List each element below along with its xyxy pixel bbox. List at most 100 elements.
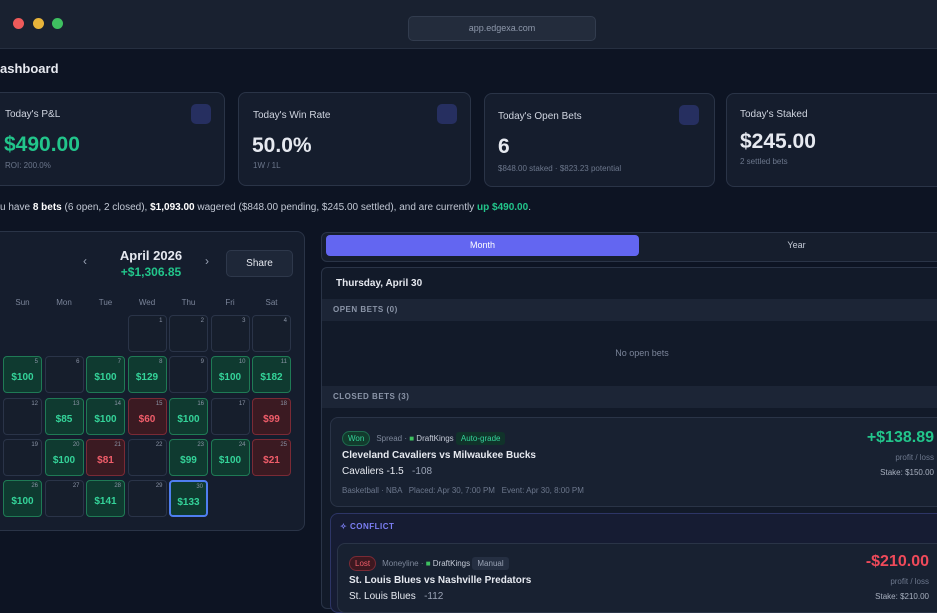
day-cell[interactable]: 5 $100	[3, 356, 42, 394]
day-cell[interactable]: 17	[210, 397, 250, 435]
day-cell[interactable]: 16 $100	[169, 397, 208, 435]
tab[interactable]: Month	[326, 235, 639, 256]
day-number: 14	[114, 400, 121, 407]
stat-card: Today's Win Rate 50.0% 1W / 1L	[238, 92, 471, 186]
tag: Manual	[472, 557, 509, 570]
day-number: 26	[31, 483, 38, 490]
text: Share	[246, 258, 273, 269]
weekday: Mon	[56, 298, 72, 307]
prev-month[interactable]: ‹	[83, 254, 87, 268]
day-cell[interactable]: 6	[44, 356, 84, 394]
day-number: 28	[114, 483, 121, 490]
profit-label: profit / loss	[890, 577, 929, 586]
day-cell[interactable]: 13 $85	[44, 397, 84, 435]
odds: -108	[412, 466, 433, 477]
day-amount: $129	[135, 372, 159, 384]
stake: Stake: $210.00	[875, 592, 929, 601]
min-dot[interactable]	[33, 18, 44, 29]
calendar: ‹ › April 2026 +$1,306.85 Share Sun Mon Tu…	[0, 231, 305, 531]
day-number: 6	[76, 359, 80, 366]
day-cell[interactable]: 19	[3, 438, 42, 476]
stat-card: Today's Staked $245.00 2 settled bets	[726, 93, 937, 187]
day-cell[interactable]: 4	[252, 315, 291, 352]
status-pill: Lost	[349, 556, 377, 571]
share-button[interactable]: Share	[226, 250, 293, 277]
pick: Cavaliers -1.5	[342, 466, 404, 477]
day-cell[interactable]: 22	[127, 438, 167, 476]
day-number: 19	[31, 441, 38, 448]
day-amount: $141	[94, 496, 117, 508]
day-number: 27	[72, 483, 80, 490]
stat-value: 50.0%	[252, 134, 312, 157]
stat-sub: ROI: 200.0%	[5, 161, 51, 170]
close-dot[interactable]	[13, 18, 24, 29]
weekday: Thu	[181, 298, 196, 307]
bet-card[interactable]: Lost Moneyline · ■ DraftKings Manual St. …	[337, 543, 937, 613]
day-cell[interactable]: 28 $141	[86, 480, 125, 518]
day-title: Thursday, April 30	[336, 278, 423, 289]
day-cell[interactable]: 30 $133	[169, 480, 208, 518]
profit-label: profit / loss	[895, 453, 934, 462]
day-cell[interactable]: 26 $100	[3, 480, 42, 518]
day-cell[interactable]: 18 $99	[252, 397, 291, 435]
max-dot[interactable]	[52, 18, 63, 29]
day-cell[interactable]: 20 $100	[44, 438, 84, 476]
day-amount: $99	[180, 454, 197, 466]
day-cell[interactable]: 25 $21	[252, 438, 291, 476]
day-cell[interactable]: 24 $100	[210, 438, 250, 476]
stat-icon	[191, 104, 211, 124]
book: DraftKings	[416, 434, 454, 443]
day-cell[interactable]: 21 $81	[86, 438, 125, 476]
day-amount: $99	[263, 413, 280, 425]
month-total: +$1,306.85	[120, 265, 182, 279]
text: 8 bets	[32, 202, 62, 213]
stake: Stake: $150.00	[880, 468, 934, 477]
day-amount: $182	[260, 372, 283, 384]
day-amount: $100	[94, 413, 117, 425]
day-cell[interactable]: 2	[169, 315, 208, 352]
day-number: 29	[155, 483, 163, 490]
stat-card: Today's P&L $490.00 ROI: 200.0%	[0, 92, 225, 186]
day-cell[interactable]: 1	[127, 315, 167, 352]
event: St. Louis Blues vs Nashville Predators	[349, 575, 532, 586]
day-amount: $100	[177, 413, 200, 425]
section-header: OPEN BETS (0)	[322, 299, 937, 321]
day-cell[interactable]: 8 $129	[127, 356, 167, 394]
stat-icon	[437, 104, 457, 124]
day-amount: $100	[52, 454, 76, 466]
day-cell[interactable]: 7 $100	[86, 356, 125, 394]
day-cell[interactable]: 29	[127, 480, 167, 518]
day-cell[interactable]: 3	[210, 315, 250, 352]
day-number: 15	[155, 400, 163, 407]
day-amount: $133	[177, 497, 200, 509]
day-number: 4	[283, 318, 287, 324]
day-number: 3	[242, 318, 246, 324]
day-number: 10	[238, 359, 246, 366]
day-number: 22	[155, 441, 163, 448]
day-number: 16	[197, 400, 204, 407]
day-number: 13	[72, 400, 80, 407]
url-bar[interactable]: app.edgexa.com	[408, 16, 596, 41]
section-header: CLOSED BETS (3)	[322, 386, 937, 408]
next-month[interactable]: ›	[205, 254, 209, 268]
day-number: 20	[72, 441, 80, 448]
day-cell[interactable]: 12	[3, 397, 42, 435]
day-cell[interactable]: 9	[169, 356, 208, 394]
profit: +$138.89	[866, 429, 934, 446]
bet-card[interactable]: Won Spread · ■ DraftKings Auto-grade Clev…	[330, 417, 937, 507]
day-cell[interactable]: 14 $100	[86, 397, 125, 435]
day-cell[interactable]: 27	[44, 480, 84, 518]
tab[interactable]: Year	[787, 240, 806, 250]
day-number: 11	[280, 359, 287, 366]
day-cell[interactable]: 11 $182	[252, 356, 291, 394]
day-number: 1	[159, 318, 163, 324]
summary: u have 8 bets (6 open, 2 closed), $1,093…	[0, 202, 531, 213]
text: $1,093.00	[150, 202, 195, 213]
day-cell[interactable]: 15 $60	[127, 397, 167, 435]
odds: -112	[424, 591, 444, 602]
day-number: 21	[114, 441, 121, 448]
status-pill: Won	[342, 431, 371, 446]
day-cell[interactable]: 23 $99	[169, 438, 208, 476]
day-cell[interactable]: 10 $100	[210, 356, 250, 394]
stat-value: $490.00	[4, 133, 80, 156]
